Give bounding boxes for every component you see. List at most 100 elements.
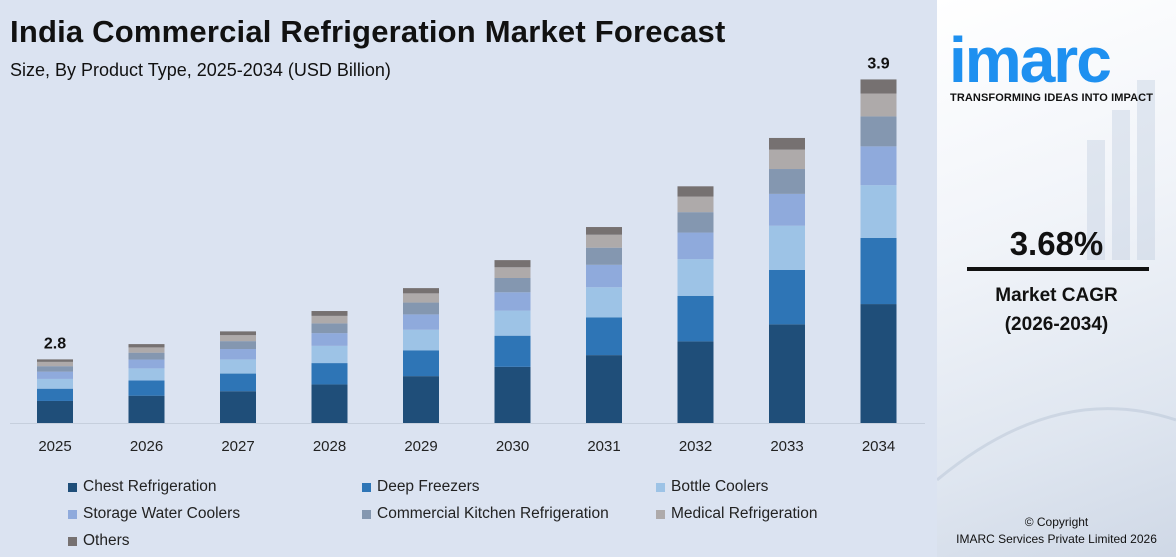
bar-segment-commercial-kitchen-refrigeration-2026 (128, 352, 165, 360)
x-tick-label: 2027 (221, 438, 254, 455)
legend-label: Deep Freezers (377, 478, 480, 495)
x-tick-label: 2026 (130, 438, 163, 455)
legend-swatch (656, 509, 665, 519)
cagr-divider (967, 267, 1149, 271)
bar-segment-others-2031 (586, 227, 622, 235)
bar-segment-medical-refrigeration-2025 (37, 361, 73, 367)
bar-segment-commercial-kitchen-refrigeration-2029 (403, 302, 439, 315)
bar-segment-medical-refrigeration-2034 (860, 93, 897, 117)
bar-segment-chest-refrigeration-2025 (37, 400, 73, 423)
bar-segment-bottle-coolers-2032 (677, 259, 714, 296)
legend-item: Deep Freezers (362, 478, 480, 496)
legend-item: Storage Water Coolers (68, 505, 240, 523)
bar-segment-deep-freezers-2029 (403, 350, 439, 377)
bar-segment-commercial-kitchen-refrigeration-2033 (769, 169, 805, 194)
bar-segment-storage-water-coolers-2029 (403, 314, 439, 330)
x-tick-label: 2034 (862, 438, 895, 455)
bar-segment-bottle-coolers-2025 (37, 378, 73, 389)
cagr-label: Market CAGR (995, 285, 1118, 306)
bar-segment-chest-refrigeration-2030 (494, 366, 531, 423)
bar-segment-medical-refrigeration-2026 (128, 347, 165, 353)
legend-item: Chest Refrigeration (68, 478, 217, 496)
bar-segment-commercial-kitchen-refrigeration-2027 (220, 341, 256, 350)
bar-segment-bottle-coolers-2029 (403, 329, 439, 351)
chart-subtitle: Size, By Product Type, 2025-2034 (USD Bi… (10, 60, 391, 80)
bar-segment-chest-refrigeration-2028 (311, 384, 348, 423)
bar-segment-deep-freezers-2031 (586, 317, 622, 356)
bar-segment-storage-water-coolers-2025 (37, 371, 73, 379)
imarc-logo: imarc (949, 24, 1112, 96)
legend-label: Commercial Kitchen Refrigeration (377, 505, 609, 522)
bar-segment-others-2027 (220, 331, 256, 336)
bar-segment-others-2025 (37, 359, 73, 362)
bar-segment-storage-water-coolers-2030 (494, 292, 531, 311)
bar-segment-bottle-coolers-2030 (494, 310, 531, 336)
bar-segment-chest-refrigeration-2032 (677, 341, 714, 423)
bar-segment-others-2033 (769, 137, 805, 150)
bar-segment-medical-refrigeration-2031 (586, 234, 622, 248)
bar-segment-commercial-kitchen-refrigeration-2031 (586, 247, 622, 265)
bar-segment-medical-refrigeration-2032 (677, 196, 714, 213)
legend-swatch (362, 482, 371, 492)
cagr-period: (2026-2034) (1004, 314, 1109, 335)
x-tick-label: 2028 (313, 438, 346, 455)
chart-panel: India Commercial Refrigeration Market Fo… (10, 14, 925, 550)
bar-segment-bottle-coolers-2028 (311, 345, 348, 364)
bar-segment-deep-freezers-2030 (494, 335, 531, 367)
bar-segment-bottle-coolers-2034 (860, 185, 897, 238)
bar-segment-medical-refrigeration-2027 (220, 335, 256, 342)
x-tick-label: 2031 (587, 438, 620, 455)
x-tick-label: 2029 (404, 438, 437, 455)
legend-item: Medical Refrigeration (656, 505, 817, 523)
bar-segment-storage-water-coolers-2027 (220, 349, 256, 360)
data-label: 2.8 (44, 335, 66, 352)
bar-segment-bottle-coolers-2031 (586, 287, 622, 318)
bar-segment-deep-freezers-2025 (37, 388, 73, 401)
legend-label: Bottle Coolers (671, 478, 769, 495)
bar-segment-medical-refrigeration-2033 (769, 149, 805, 170)
bar-segment-deep-freezers-2027 (220, 373, 256, 392)
bar-segment-medical-refrigeration-2030 (494, 267, 531, 278)
x-tick-label: 2032 (679, 438, 712, 455)
bar-segment-others-2026 (128, 344, 165, 348)
bar-segment-others-2028 (311, 311, 348, 316)
bar-segment-medical-refrigeration-2029 (403, 293, 439, 303)
bar-segment-storage-water-coolers-2033 (769, 193, 805, 226)
data-label: 3.9 (867, 55, 889, 72)
copyright: © Copyright (1024, 515, 1089, 529)
legend-item: Others (68, 532, 130, 550)
bar-segment-storage-water-coolers-2028 (311, 333, 348, 346)
bar-segment-storage-water-coolers-2032 (677, 232, 714, 260)
tagline: TRANSFORMING IDEAS INTO IMPACT (950, 92, 1154, 104)
bar-segment-chest-refrigeration-2029 (403, 376, 439, 423)
bar-segment-bottle-coolers-2026 (128, 368, 165, 381)
brand-panel: imarc TRANSFORMING IDEAS INTO IMPACT 3.6… (937, 0, 1176, 557)
chart-title: India Commercial Refrigeration Market Fo… (10, 14, 726, 49)
background-chart-decoration-icon (937, 80, 1176, 482)
x-tick-label: 2025 (38, 438, 71, 455)
bar-segment-storage-water-coolers-2026 (128, 359, 165, 369)
legend-swatch (68, 536, 77, 546)
x-tick-label: 2033 (770, 438, 803, 455)
legend-item: Bottle Coolers (656, 478, 768, 496)
bar-segment-deep-freezers-2028 (311, 363, 348, 385)
bar-segment-chest-refrigeration-2033 (769, 324, 805, 423)
bar-segment-bottle-coolers-2033 (769, 225, 805, 270)
x-tick-label: 2030 (496, 438, 529, 455)
legend-label: Others (83, 532, 130, 549)
cagr-value: 3.68% (1009, 225, 1104, 262)
legend-label: Chest Refrigeration (83, 478, 217, 495)
legend-item: Commercial Kitchen Refrigeration (362, 505, 609, 523)
legend-swatch (362, 509, 371, 519)
legend-swatch (68, 509, 77, 519)
bar-segment-commercial-kitchen-refrigeration-2034 (860, 116, 897, 147)
bar-segment-deep-freezers-2032 (677, 295, 714, 342)
bar-segment-others-2032 (677, 186, 714, 197)
company-name: IMARC Services Private Limited 2026 (956, 532, 1157, 546)
bar-segment-commercial-kitchen-refrigeration-2032 (677, 212, 714, 233)
bar-segment-chest-refrigeration-2026 (128, 395, 165, 423)
stacked-bar-chart: 2025 2.8 2026 2027 2028 2029 2030 2031 2032 2033 2… (10, 55, 925, 455)
bar-segment-storage-water-coolers-2031 (586, 264, 622, 288)
bar-segment-deep-freezers-2034 (860, 237, 897, 305)
bar-segment-others-2030 (494, 260, 531, 268)
